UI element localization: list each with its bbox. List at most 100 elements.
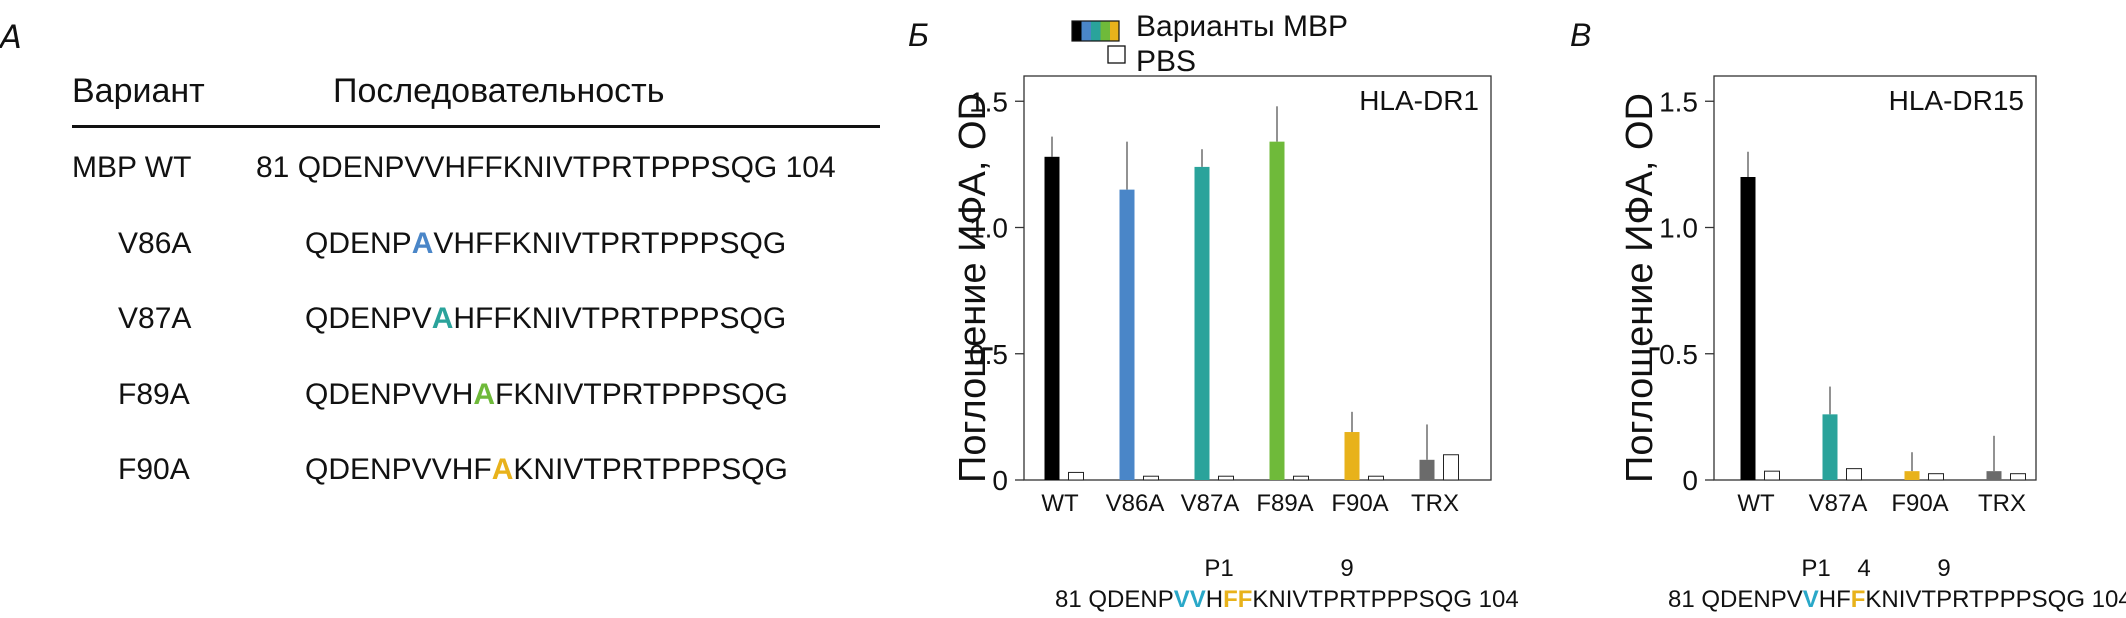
variant-name: V86A (118, 227, 192, 260)
bar-pbs (1928, 473, 1944, 481)
variant-name: F89A (118, 378, 190, 411)
position-mark: 9 (1340, 555, 1353, 582)
panel-letter: Б (908, 17, 929, 53)
variant-sequence: QDENPAVHFFKNIVTPRTPPPSQG (305, 227, 786, 261)
y-tick-label: 0 (1682, 465, 1698, 496)
legend-variant-swatch (1100, 21, 1110, 41)
bar-pbs (1293, 475, 1309, 481)
legend-pbs-label: PBS (1136, 45, 1196, 78)
x-tick-label: V87A (1181, 490, 1240, 517)
position-mark: P1 (1204, 555, 1233, 582)
sequence-suffix: KNIVTPRTPPPSQG (513, 453, 788, 486)
y-tick-label: 1.5 (969, 86, 1008, 117)
sequence-segment: 81 QDENPV (1668, 586, 1803, 613)
x-tick-label: WT (1041, 490, 1079, 517)
sequence-prefix: QDENP (305, 227, 412, 260)
sequence-prefix: QDENPVVHF (305, 453, 492, 486)
x-tick-label: V87A (1809, 490, 1868, 517)
y-axis-label: Поглощение ИФА, OD (1619, 93, 1661, 483)
variant-sequence: 81 QDENPVVHFFKNIVTPRTPPPSQG 104 (256, 151, 836, 185)
bar-variant (1194, 166, 1210, 480)
bar-variant (1822, 414, 1838, 480)
sequence-segment: V (1803, 586, 1819, 613)
legend-variant-swatch (1081, 21, 1091, 41)
bar-pbs (1368, 475, 1384, 481)
bar-variant (1344, 432, 1360, 480)
sequence-prefix: QDENPV (305, 302, 432, 335)
mutation-residue: A (411, 227, 434, 260)
sequence-suffix: HFFKNIVTPRTPPPSQG (453, 302, 787, 335)
y-tick-label: 1.0 (969, 213, 1008, 244)
legend-variant-swatch-border (1071, 20, 1120, 42)
legend-pbs-swatch (1107, 45, 1126, 64)
sequence-segment: 81 QDENP (1055, 586, 1174, 613)
sequence-segment: KNIVTPRTPPPSQG 104 (1252, 586, 1518, 613)
legend-variant-swatch (1110, 21, 1120, 41)
mutation-residue: A (491, 453, 514, 486)
position-mark: 9 (1937, 555, 1950, 582)
y-tick-label: 1.5 (1659, 86, 1698, 117)
bar-pbs (2010, 473, 2026, 481)
bar-pbs (1846, 468, 1862, 481)
bar-variant (1904, 471, 1920, 480)
header-sequence: Последовательность (333, 72, 665, 110)
x-tick-label: TRX (1978, 490, 2026, 517)
legend-variant-swatch (1072, 21, 1082, 41)
y-tick-label: 1.0 (1659, 213, 1698, 244)
x-tick-label: F90A (1331, 490, 1388, 517)
bar-pbs (1443, 454, 1459, 481)
bar-variant (1986, 471, 2002, 480)
variant-name: V87A (118, 302, 192, 335)
variant-sequence: QDENPVVHAFKNIVTPRTPPPSQG (305, 378, 788, 412)
mutation-residue: A (473, 378, 496, 411)
sequence-segment: KNIVTPRTPPPSQG 104 (1865, 586, 2126, 613)
chart-title: HLA-DR1 (1359, 85, 1479, 116)
panel-a-letter: А (0, 18, 22, 56)
sequence-footnote: 81 QDENPVVHFFKNIVTPRTPPPSQG 104 (1668, 586, 2126, 613)
plot-frame (1023, 75, 1492, 481)
sequence-segment: HF (1819, 586, 1851, 613)
sequence-segment: H (1206, 586, 1223, 613)
mutation-residue: A (431, 302, 454, 335)
sequence-suffix: FKNIVTPRTPPPSQG (495, 378, 788, 411)
y-tick-label: 0.5 (1659, 339, 1698, 370)
bar-pbs (1218, 475, 1234, 481)
bar-variant (1119, 189, 1135, 480)
sequence-suffix: VHFFKNIVTPRTPPPSQG (433, 227, 787, 260)
legend-variant-swatch (1091, 21, 1101, 41)
variant-sequence: QDENPVAHFFKNIVTPRTPPPSQG (305, 302, 786, 336)
plot-frame (1713, 75, 2037, 481)
legend-variants-label: Варианты MBP (1136, 10, 1348, 43)
sequence-text: 81 QDENPVVHFFKNIVTPRTPPPSQG 104 (256, 151, 836, 184)
variant-name: MBP WT (72, 151, 192, 184)
x-tick-label: V86A (1106, 490, 1165, 517)
x-tick-label: F89A (1256, 490, 1313, 517)
bar-pbs (1143, 475, 1159, 481)
chart-title: HLA-DR15 (1889, 85, 2024, 116)
panel-letter: В (1570, 17, 1591, 53)
bar-variant (1419, 459, 1435, 480)
bar-pbs (1068, 471, 1084, 481)
position-mark: P1 (1801, 555, 1830, 582)
y-axis-label: Поглощение ИФА, OD (952, 93, 994, 483)
header-rule (72, 125, 880, 128)
y-tick-label: 0 (992, 465, 1008, 496)
y-tick-label: 0.5 (969, 339, 1008, 370)
bar-variant (1740, 177, 1756, 480)
bar-variant (1269, 141, 1285, 480)
sequence-segment: FF (1223, 586, 1252, 613)
sequence-segment: VV (1174, 586, 1206, 613)
x-tick-label: TRX (1411, 490, 1459, 517)
header-variant: Вариант (72, 72, 205, 110)
sequence-segment: F (1851, 586, 1866, 613)
bar-pbs (1764, 470, 1780, 481)
x-tick-label: WT (1737, 490, 1775, 517)
variant-sequence: QDENPVVHFAKNIVTPRTPPPSQG (305, 453, 788, 487)
x-tick-label: F90A (1891, 490, 1948, 517)
variant-name: F90A (118, 453, 190, 486)
position-mark: 4 (1857, 555, 1870, 582)
bar-variant (1044, 156, 1060, 481)
